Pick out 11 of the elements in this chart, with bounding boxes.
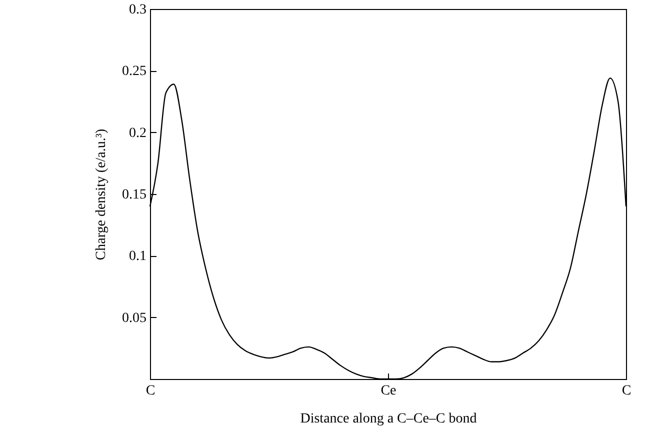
x-tick-label: Ce	[380, 384, 396, 398]
x-tick-label: C	[146, 384, 156, 398]
x-axis-title: Distance along a C–Ce–C bond	[300, 412, 477, 426]
y-tick-label: 0.25	[122, 64, 146, 80]
y-tick-label: 0.3	[129, 2, 146, 18]
y-tick-label: 0.15	[122, 188, 146, 202]
y-tick-label: 0.1	[129, 249, 146, 264]
x-tick-label: C	[622, 384, 632, 398]
y-tick-label: 0.05	[122, 310, 146, 326]
y-axis-title: Charge density (e/a.u.³)	[94, 128, 109, 260]
y-tick-label: 0.2	[129, 126, 146, 141]
